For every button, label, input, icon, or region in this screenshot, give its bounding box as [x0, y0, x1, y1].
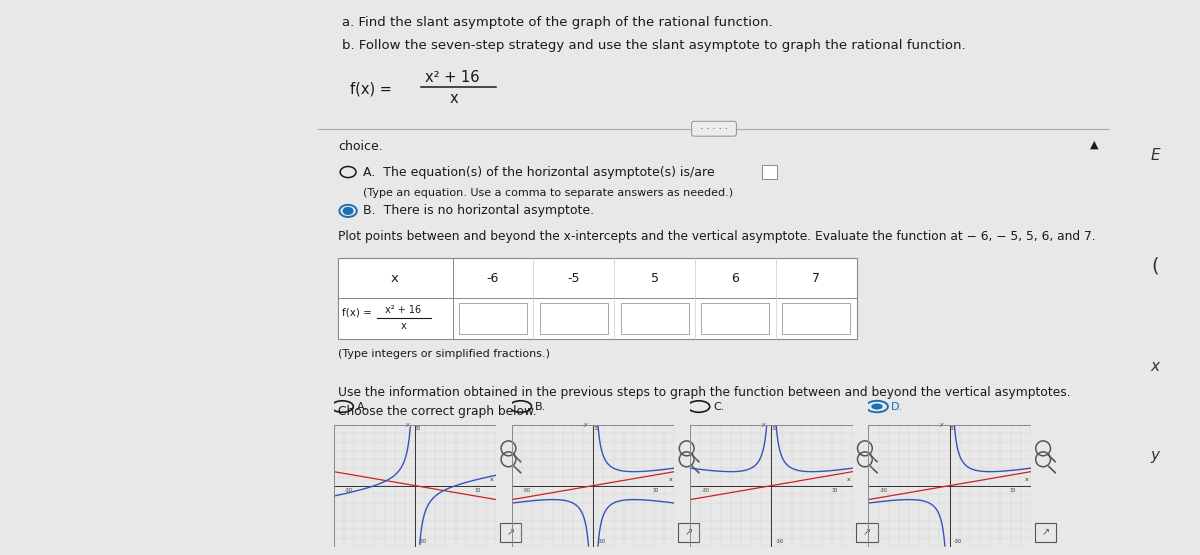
Text: Choose the correct graph below.: Choose the correct graph below. — [338, 405, 536, 418]
Text: choice.: choice. — [338, 140, 383, 153]
Text: 30: 30 — [832, 488, 838, 493]
Text: x: x — [401, 321, 407, 331]
FancyBboxPatch shape — [338, 258, 857, 339]
Text: B.  There is no horizontal asymptote.: B. There is no horizontal asymptote. — [364, 204, 594, 218]
Text: Use the information obtained in the previous steps to graph the function between: Use the information obtained in the prev… — [338, 386, 1070, 398]
Text: ↗: ↗ — [1042, 527, 1049, 537]
Text: b. Follow the seven-step strategy and use the slant asymptote to graph the ratio: b. Follow the seven-step strategy and us… — [342, 39, 965, 52]
Text: D.: D. — [892, 401, 904, 412]
Text: · · · · ·: · · · · · — [694, 124, 734, 134]
Text: (Type integers or simplified fractions.): (Type integers or simplified fractions.) — [338, 349, 550, 359]
FancyBboxPatch shape — [762, 165, 778, 179]
Text: ↗: ↗ — [685, 527, 692, 537]
Circle shape — [871, 403, 883, 410]
Text: y: y — [406, 422, 409, 427]
Text: E: E — [1150, 148, 1160, 163]
Text: 7: 7 — [812, 272, 820, 285]
Text: x: x — [450, 90, 458, 106]
Text: 5: 5 — [650, 272, 659, 285]
Text: x: x — [1151, 359, 1159, 374]
Text: -30: -30 — [598, 539, 605, 544]
Text: -30: -30 — [880, 488, 888, 493]
FancyBboxPatch shape — [782, 303, 851, 334]
Text: x: x — [847, 477, 851, 482]
Text: f(x) =: f(x) = — [349, 81, 391, 97]
Text: x: x — [1025, 477, 1028, 482]
Text: x² + 16: x² + 16 — [385, 305, 421, 315]
Text: a. Find the slant asymptote of the graph of the rational function.: a. Find the slant asymptote of the graph… — [342, 16, 773, 28]
Text: -30: -30 — [702, 488, 709, 493]
Text: x² + 16: x² + 16 — [425, 70, 480, 85]
Text: -30: -30 — [346, 488, 353, 493]
Text: 30: 30 — [415, 426, 421, 431]
Text: C.: C. — [713, 401, 725, 412]
Text: x: x — [668, 477, 672, 482]
Text: ↗: ↗ — [863, 527, 871, 537]
Text: 6: 6 — [732, 272, 739, 285]
Text: y: y — [583, 422, 587, 427]
Text: f(x) =: f(x) = — [342, 308, 372, 318]
Text: y: y — [1151, 447, 1159, 463]
Text: x: x — [491, 477, 494, 482]
Text: B.: B. — [535, 401, 546, 412]
Text: 30: 30 — [1009, 488, 1015, 493]
Text: ↗: ↗ — [506, 527, 515, 537]
FancyBboxPatch shape — [540, 303, 608, 334]
Text: -30: -30 — [419, 539, 427, 544]
Text: -30: -30 — [775, 539, 784, 544]
Text: 30: 30 — [475, 488, 481, 493]
Text: 30: 30 — [653, 488, 659, 493]
Text: -6: -6 — [487, 272, 499, 285]
Text: 30: 30 — [949, 426, 955, 431]
FancyBboxPatch shape — [620, 303, 689, 334]
Text: 30: 30 — [772, 426, 778, 431]
Text: -30: -30 — [523, 488, 532, 493]
Text: (: ( — [1151, 257, 1159, 276]
Text: y: y — [940, 422, 943, 427]
Circle shape — [343, 208, 353, 214]
FancyBboxPatch shape — [458, 303, 527, 334]
Text: x: x — [391, 272, 398, 285]
FancyBboxPatch shape — [701, 303, 769, 334]
Text: -30: -30 — [954, 539, 961, 544]
Text: ▲: ▲ — [1090, 140, 1098, 150]
Text: A.  The equation(s) of the horizontal asymptote(s) is/are: A. The equation(s) of the horizontal asy… — [364, 165, 715, 179]
Text: Plot points between and beyond the x-intercepts and the vertical asymptote. Eval: Plot points between and beyond the x-int… — [338, 230, 1096, 243]
Text: y: y — [762, 422, 766, 427]
Text: (Type an equation. Use a comma to separate answers as needed.): (Type an equation. Use a comma to separa… — [364, 188, 733, 198]
Text: 30: 30 — [593, 426, 599, 431]
Text: -5: -5 — [568, 272, 580, 285]
Text: A.: A. — [356, 401, 367, 412]
